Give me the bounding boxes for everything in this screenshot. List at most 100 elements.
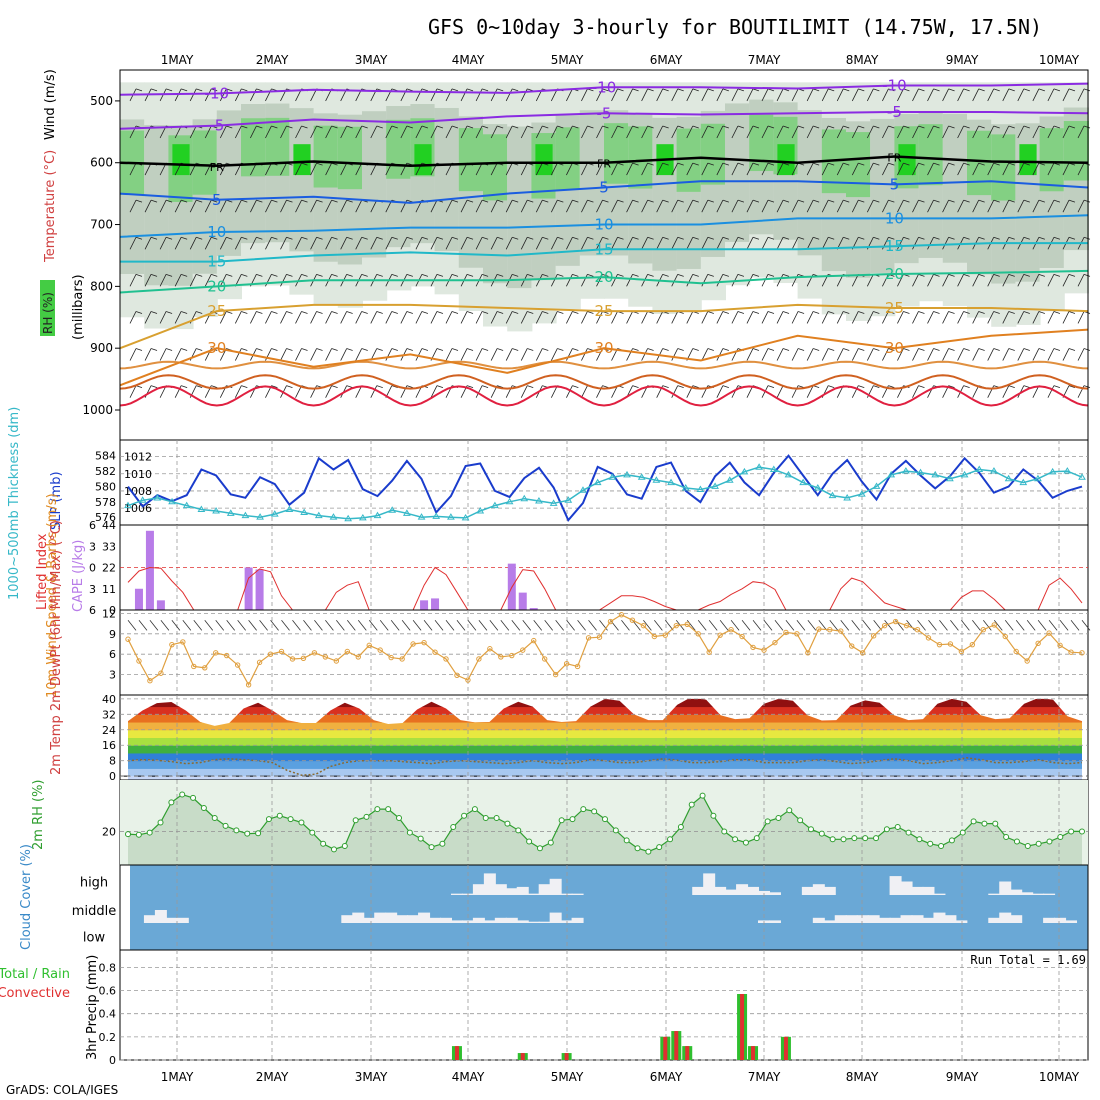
wind-barb [370,237,378,250]
wind-barb-flag [602,199,609,203]
wind-barb-flag [948,88,955,92]
wind-barb [596,348,603,361]
wind-barb-flag [707,236,714,240]
wind-barb-flag [481,125,489,129]
wind-barb-flag [271,125,278,129]
wind-barb [535,162,543,176]
surface-wind-barb [818,619,828,631]
cloud-bar-high [527,893,540,895]
wind-barb-flag [301,199,308,203]
cloud-bar-high [758,890,770,895]
wind-barb-flag [993,348,1000,351]
precip-tick-label: 0 [109,1054,116,1067]
wind-barb-flag [226,273,233,277]
wind-barb-flag [692,273,699,277]
wind-barb [791,88,799,102]
cloud-level-label: middle [72,904,116,919]
wind-speed-point [903,622,910,629]
wind-barb [1002,88,1010,102]
wind-barb [174,348,182,361]
wind-barb-flag [737,162,745,166]
pressure-tick-label: 800 [90,279,113,293]
wind-barb [189,274,197,287]
wind-barb [490,311,498,324]
surface-wind-barb [314,619,323,631]
wind-speed-point [695,631,701,637]
wind-speed-point [805,650,811,656]
thickness-tick-label: 580 [95,480,116,493]
wind-barb-flag [1038,236,1045,240]
wind-barb [972,162,980,176]
rh-point [959,829,966,836]
wind-barb [1047,125,1055,139]
wind-barb-flag [963,348,970,351]
cloud-bar-middle [385,912,398,923]
rh-band-wet [1019,144,1037,176]
wind-barb [776,125,784,139]
wind-barb-flag [165,311,173,314]
rh-point [200,804,207,811]
wind-barb-flag [692,88,699,92]
wind-barb [581,162,588,176]
wind-barb [626,311,633,324]
wind-barb [1047,200,1055,213]
rh-band-wet [293,144,311,176]
thickness-marker [946,474,954,482]
wind-barb-flag [512,311,519,314]
cloud-bar-high [999,881,1012,895]
temp-color-band [128,706,1082,715]
contour-label-25: 25 [885,299,904,317]
wind-barb-flag [767,199,775,203]
rh-point [807,826,814,833]
cape-bar [420,600,429,610]
surface-wind-barb [1037,619,1047,631]
wind-barb [535,237,543,250]
wind-barb [882,162,889,176]
wind-barb [265,311,272,324]
ylabel-2m-temp: 2m Temp 2m DewPt (6hr Min/Max) (°C) [49,520,64,775]
wind-barb-flag [813,199,820,203]
rh-point [905,829,912,836]
cloud-bar-middle [483,920,496,923]
wind-barb-flag [226,125,233,129]
wind-barb-flag [241,125,248,129]
wind-barb [851,200,859,213]
wind-barb-flag [1023,199,1030,203]
wind-barb-flag [1008,199,1015,203]
cloud-bar-middle [1054,917,1067,923]
wind-barb-flag [481,311,489,314]
wind-barb-flag [752,311,760,314]
wind-speed-point [662,632,669,638]
wind-barb-flag [888,311,895,314]
wind-barb-flag [662,348,669,351]
thickness-marker [901,467,910,474]
wind-speed-point [267,651,274,657]
cloud-bar-middle [856,915,869,923]
wind-barb [355,348,363,361]
rh-point [1013,838,1020,845]
rh-point [309,829,316,836]
rh-point [417,835,424,842]
wind-barb-flag [1008,236,1015,240]
wind-barb [927,88,934,102]
wind-barb-flag [993,311,1000,314]
wind-barb-flag [843,199,850,203]
wind-barb-flag [1053,199,1061,203]
cape-bar [134,588,143,610]
wind-barb [340,162,348,176]
wind-speed-point [750,644,756,651]
wind-barb [927,200,934,213]
wind-barb-flag [316,125,323,129]
thickness-marker [593,478,602,486]
wind-barb-flag [873,385,880,389]
wind-barb-flag [241,311,248,314]
rh-point [439,840,446,847]
wind-barb [776,348,784,361]
day-label-top: 8MAY [846,53,879,67]
wind-barb [490,162,498,176]
wind-barb-flag [527,348,534,351]
wind-barb-flag [256,199,263,203]
wind-barb [912,162,919,176]
cloud-bar-high [988,893,1001,895]
wind-barb [174,125,182,139]
